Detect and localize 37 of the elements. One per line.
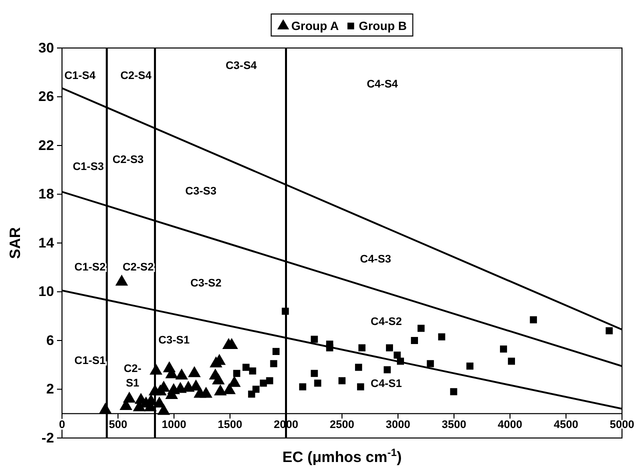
x-tick-label: 1500 — [218, 419, 242, 432]
x-tick-label: 1000 — [162, 419, 186, 432]
x-tick-label: 500 — [108, 419, 128, 432]
y-tick-label: 2 — [46, 380, 54, 397]
annotation: C4-S1 — [370, 378, 402, 390]
annotation: C1-S2 — [74, 261, 106, 274]
annotation: C4-S3 — [360, 254, 392, 266]
y-tick-label: 30 — [38, 39, 54, 56]
legend-label: Group A — [291, 19, 340, 33]
x-tick-label: 4000 — [498, 419, 522, 432]
x-axis-title: EC (μmhos cm$^{-1}$) — [282, 447, 402, 466]
annotation: C2-S3 — [112, 154, 144, 166]
annotation: C4-S4 — [366, 78, 399, 90]
annotation: C1-S3 — [72, 161, 104, 174]
annotation: C2-S2 — [122, 261, 154, 274]
x-tick-label: 2500 — [330, 419, 354, 432]
y-tick-label: 26 — [38, 88, 54, 104]
y-tick-label: -2 — [42, 429, 54, 446]
x-tick-label: 4500 — [554, 419, 578, 432]
legend-label: Group B — [358, 19, 408, 33]
y-tick-label: 18 — [38, 186, 54, 202]
annotation: C3-S4 — [226, 60, 258, 72]
annotation: C2-S4 — [120, 70, 152, 82]
y-axis-title: SAR — [7, 227, 24, 259]
annotation: C1-S1 — [74, 355, 106, 367]
y-tick-label: 14 — [38, 234, 54, 250]
x-tick-label: 3500 — [442, 419, 466, 432]
y-tick-label: 10 — [38, 283, 54, 300]
annotation: C3-S2 — [190, 277, 222, 290]
y-tick-label: 6 — [46, 332, 54, 348]
annotation: C1-S4 — [64, 70, 96, 82]
annotation: C3-S1 — [158, 334, 190, 346]
annotation: C3-S3 — [185, 185, 216, 198]
x-tick-label: 3000 — [386, 419, 410, 432]
annotation: C4-S2 — [370, 316, 402, 328]
y-tick-label: 22 — [38, 136, 54, 153]
annotation: C2- S1 — [124, 362, 142, 390]
